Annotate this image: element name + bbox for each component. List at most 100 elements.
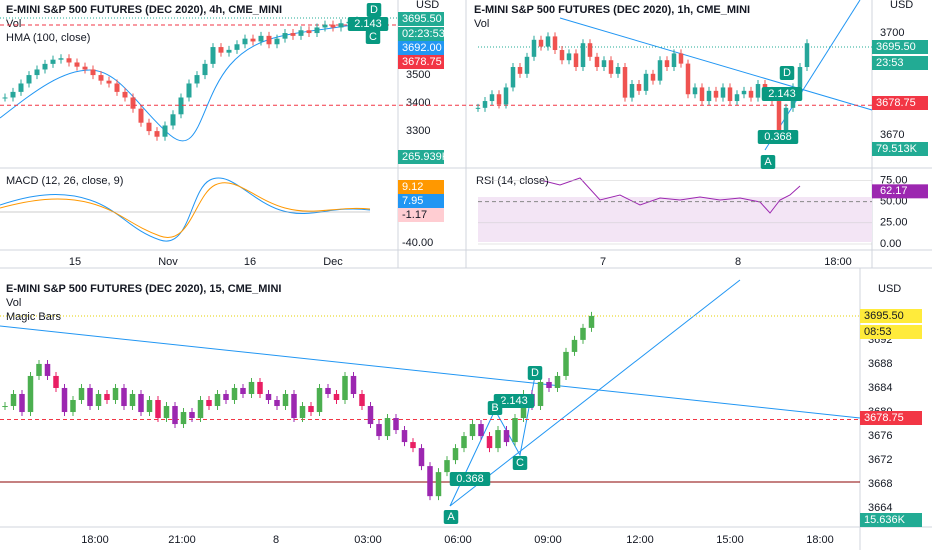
pattern-label-text: C [516,457,524,469]
candle [290,33,296,36]
y-tick-label: 3676 [868,430,892,442]
price-tag-text: 08:53 [864,326,892,338]
candle [282,33,288,39]
y-tick-label: 3664 [868,502,892,514]
rsi-line [539,177,801,214]
candle [189,412,195,419]
candle [197,400,204,419]
x-tick-label: 09:00 [534,534,562,546]
candle [588,315,595,328]
candle [240,387,246,394]
x-tick-label: 21:00 [168,534,196,546]
pattern-label-text: C [369,31,377,43]
candle [393,418,399,431]
price-tag [872,56,928,70]
indicator-title: RSI (14, close) [476,175,549,187]
candle [27,375,34,413]
candle [104,393,110,400]
candle [138,393,144,413]
candle [180,412,187,425]
rsi-band [478,197,872,242]
pattern-label-text: 0.368 [764,131,792,143]
price-tag [860,411,922,425]
candle [250,38,256,42]
candle [265,393,272,400]
candle [322,24,328,28]
candle [496,94,502,105]
candle [316,387,323,413]
candle [706,90,712,102]
candle [274,400,280,407]
pattern-label [347,17,389,31]
currency: USD [890,0,913,11]
candle [461,436,467,449]
price-tag-text: 62.17 [880,185,908,197]
pattern-label [757,130,799,144]
trend-line [449,279,741,507]
candle [10,91,16,98]
candle [333,393,340,400]
pattern-label [487,401,503,415]
candle [734,94,740,102]
candle [114,83,120,92]
candle [202,63,208,76]
candle [291,393,297,419]
candle [194,75,200,84]
candle [178,97,184,115]
pattern-label-text: D [783,67,791,79]
candle [172,406,178,425]
x-tick-label: 15 [69,256,81,268]
candle [671,53,677,68]
candle [482,101,488,108]
pattern-label-text: D [531,367,539,379]
candle [206,400,212,407]
candle [664,60,670,68]
pattern-label [512,456,528,470]
y-tick-label: 75.00 [880,174,908,186]
candle [580,43,586,68]
y-tick-label: 3670 [880,129,904,141]
price-tag [398,180,444,194]
candle [401,430,408,443]
candle [594,56,600,68]
candle [727,87,733,102]
candle [130,97,136,109]
candle [495,430,501,449]
candle [44,363,51,376]
candle [643,73,649,91]
y-tick-label: 3300 [406,125,430,137]
candle [19,393,25,413]
candle [36,363,42,376]
price-tag-text: 9.12 [402,181,423,193]
candle [129,393,136,407]
price-tag [872,96,928,110]
pattern-label [493,394,535,408]
candle [10,393,17,407]
candle [308,406,314,413]
candle [330,24,336,28]
pattern-label [365,30,381,44]
candle [713,90,719,98]
price-tag-text: 3695.50 [402,13,442,25]
candle [538,39,544,47]
candle [163,406,170,419]
price-tag [398,12,444,26]
candle [601,60,607,68]
trend-line [559,17,873,111]
candle [78,387,85,400]
candle [34,69,40,76]
candle [573,53,579,68]
candle [342,375,348,400]
price-tag [398,27,444,41]
price-tag [398,208,444,222]
candle [70,400,76,413]
y-tick-label: -40.00 [402,237,433,249]
indicator-label: Vol [474,18,489,30]
price-tag-text: 15.636K [864,514,906,526]
price-tag [398,41,444,55]
candle [121,387,127,407]
trend-line [0,325,861,419]
candle [512,418,518,443]
candle [478,424,484,437]
panel-title: E-MINI S&P 500 FUTURES (DEC 2020), 15, C… [6,283,281,295]
